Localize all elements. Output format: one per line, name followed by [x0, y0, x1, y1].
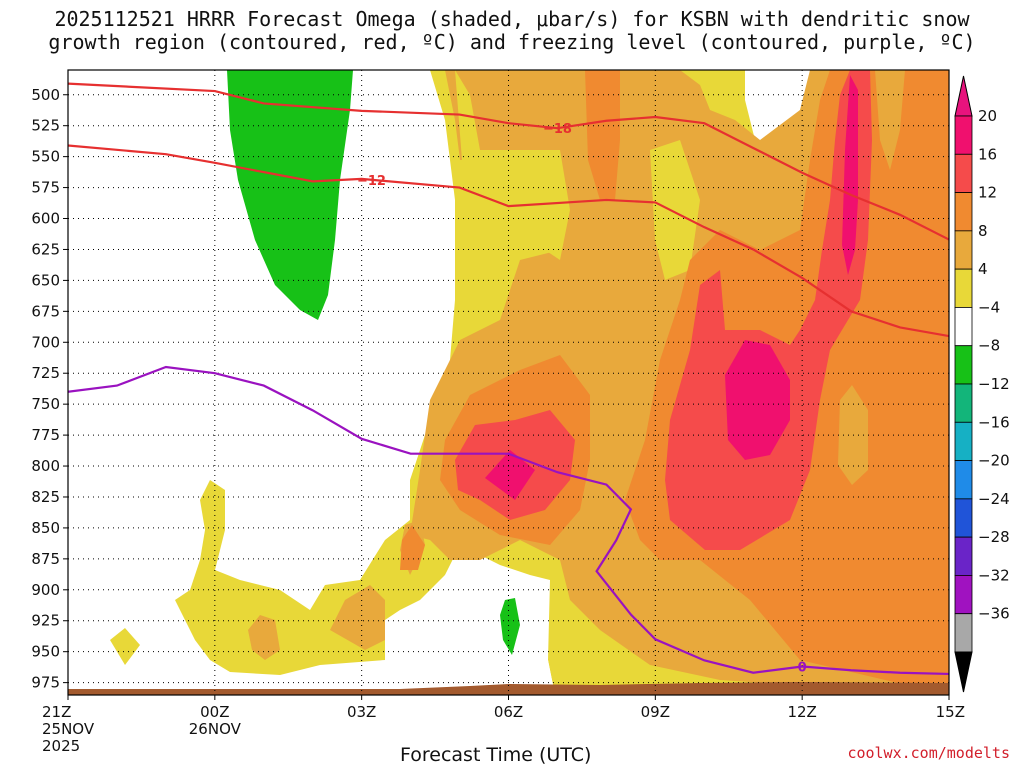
y-tick-label: 800 [31, 457, 60, 475]
contour-label-dgz-minus18: −18 [543, 122, 572, 137]
colorbar-swatch [954, 575, 973, 615]
colorbar-swatch [954, 613, 973, 653]
y-tick-label: 850 [31, 519, 60, 537]
y-tick-label: 900 [31, 581, 60, 599]
omega-shading [110, 70, 949, 695]
y-tick-label: 525 [31, 117, 60, 135]
chart-title-line-2: growth region (contoured, red, ºC) and f… [48, 30, 976, 54]
y-tick-label: 775 [31, 426, 60, 444]
x-tick-label: 2025 [42, 737, 80, 755]
y-tick-label: 675 [31, 302, 60, 320]
colorbar-swatch [954, 460, 973, 500]
omega-fill-20 [725, 340, 790, 460]
colorbar-label: 12 [978, 184, 997, 202]
colorbar-swatch [954, 307, 973, 347]
contour-freezing-0C [68, 365, 949, 676]
colorbar-swatch [954, 421, 973, 461]
contour-label-dgz-minus12: −12 [357, 174, 386, 189]
y-tick-label: 575 [31, 179, 60, 197]
contour-dgz-minus12 [68, 144, 949, 338]
contour-label-freezing-0C: 0 [798, 661, 807, 676]
colorbar-swatch [954, 192, 973, 232]
omega-fill-8c [248, 615, 280, 660]
y-tick-label: 625 [31, 240, 60, 258]
omega-fill-8b [330, 585, 385, 650]
x-tick-label: 21Z [42, 703, 71, 721]
colorbar-label: 20 [978, 107, 997, 125]
colorbar-swatch [954, 230, 973, 270]
y-tick-label: 825 [31, 488, 60, 506]
colorbar-label: −16 [978, 413, 1010, 431]
omega-hole-upper [455, 70, 570, 260]
colorbar-label: −12 [978, 375, 1010, 393]
source-credit: coolwx.com/modelts [847, 744, 1010, 762]
colorbar-label: −20 [978, 452, 1010, 470]
colorbar: 20 16 12 8 4 −4 −8 −12 −16 −20 −24 −28 −32 −36 [954, 75, 1010, 693]
omega-fill-20b [842, 75, 858, 275]
colorbar-label: −32 [978, 566, 1010, 584]
contour-lines: −18 −12 0 [68, 82, 949, 676]
colorbar-swatch [954, 115, 973, 155]
y-tick-label: 650 [31, 271, 60, 289]
colorbar-bottom-arrow [954, 651, 973, 693]
omega-gap-surface [440, 550, 555, 695]
colorbar-label: −8 [978, 337, 1000, 355]
colorbar-label: −4 [978, 298, 1000, 316]
y-tick-label: 925 [31, 612, 60, 630]
colorbar-swatch [954, 383, 973, 423]
x-tick-label: 00Z [200, 703, 229, 721]
colorbar-swatch [954, 536, 973, 576]
omega-fill-12 [585, 70, 620, 200]
colorbar-label: 8 [978, 222, 988, 240]
ground-strip [68, 682, 949, 695]
omega-fill-neg4b [500, 598, 520, 655]
gridlines [68, 70, 949, 695]
colorbar-swatch [954, 498, 973, 538]
contour-dgz-minus18 [68, 82, 949, 241]
y-tick-label: 725 [31, 364, 60, 382]
y-tick-label: 600 [31, 210, 60, 228]
y-tick-label: 500 [31, 86, 60, 104]
chart-title-line-1: 2025112521 HRRR Forecast Omega (shaded, … [54, 7, 970, 31]
colorbar-label: 4 [978, 260, 988, 278]
omega-gap-upper [745, 70, 820, 150]
omega-fill-20c [485, 450, 535, 500]
colorbar-label: −36 [978, 605, 1010, 623]
x-tick-label: 06Z [494, 703, 523, 721]
y-axis: 500 525 550 575 600 625 650 675 700 725 750 775 800 8… [31, 86, 68, 692]
x-axis-title: Forecast Time (UTC) [400, 744, 592, 766]
colorbar-swatch [954, 268, 973, 308]
x-tick-label: 15Z [936, 703, 965, 721]
colorbar-top-arrow [954, 75, 973, 117]
x-tick-label: 25NOV [42, 720, 95, 738]
omega-fill-4b [110, 628, 140, 665]
x-tick-label: 09Z [641, 703, 670, 721]
y-tick-label: 975 [31, 674, 60, 692]
omega-fill-neg4 [227, 70, 353, 320]
x-tick-label: 26NOV [189, 720, 242, 738]
colorbar-label: −28 [978, 528, 1010, 546]
y-tick-label: 700 [31, 333, 60, 351]
colorbar-label: 16 [978, 145, 997, 163]
colorbar-swatch [954, 153, 973, 193]
colorbar-label: −24 [978, 490, 1010, 508]
x-tick-label: 12Z [787, 703, 816, 721]
colorbar-swatch [954, 345, 973, 385]
y-tick-label: 875 [31, 550, 60, 568]
y-tick-label: 550 [31, 148, 60, 166]
x-tick-label: 03Z [347, 703, 376, 721]
omega-fill-16 [665, 70, 872, 550]
y-tick-label: 750 [31, 395, 60, 413]
omega-hole-mid [650, 140, 700, 280]
y-tick-label: 950 [31, 643, 60, 661]
omega-hole-12 [875, 70, 905, 170]
